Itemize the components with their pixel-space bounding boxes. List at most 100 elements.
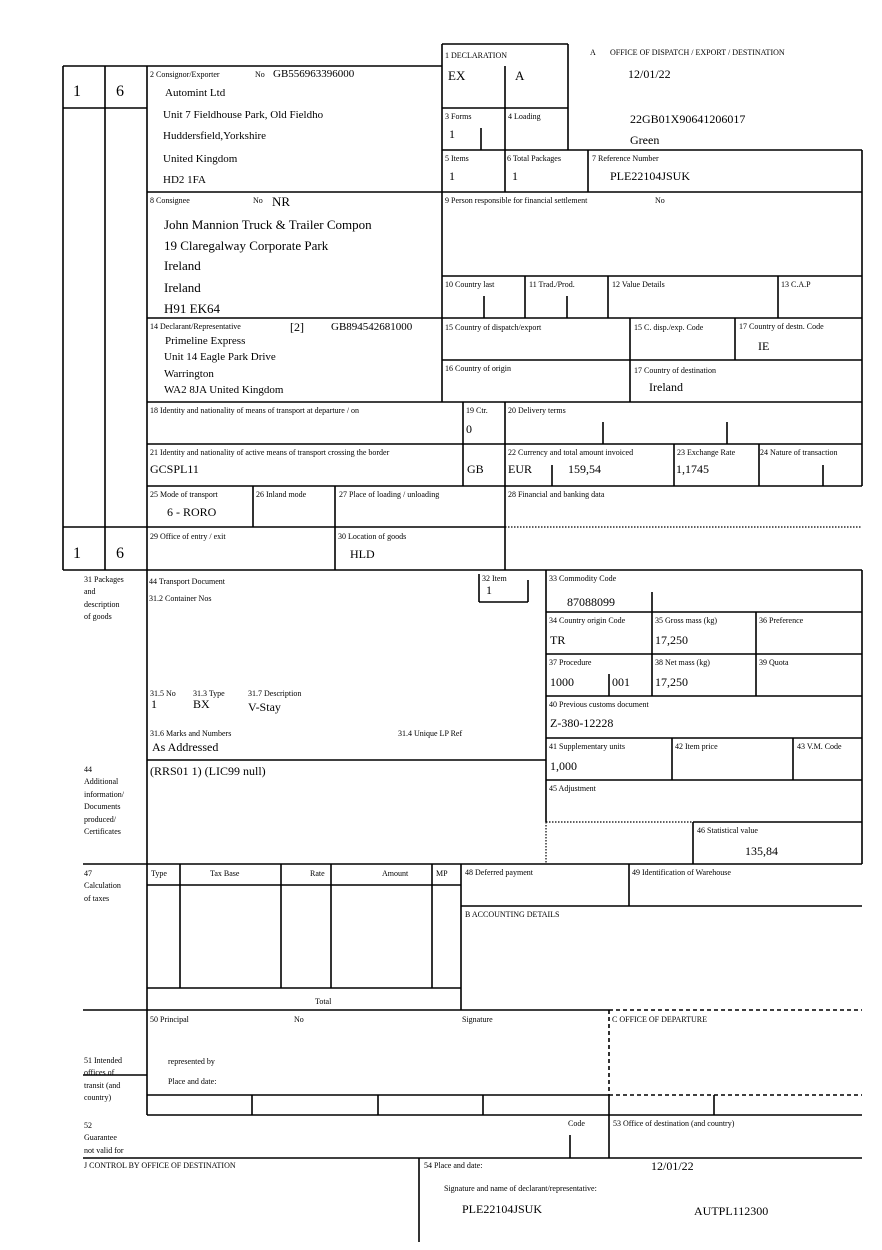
box31-label: 31 Packages and description of goods [84,575,124,622]
box5-label: 5 Items [445,154,469,163]
boxC-label: C OFFICE OF DEPARTURE [612,1015,708,1024]
exchange-rate: 1,1745 [676,462,709,476]
consignee-no-label: No [253,196,263,205]
transport-id: GCSPL11 [150,462,199,476]
declaration-subtype: A [515,68,525,83]
consignee-no: NR [272,194,291,209]
route: Green [630,133,660,147]
previous-document: Z-380-12228 [550,716,614,730]
place-date-label: Place and date: [168,1077,217,1086]
box49-label: 49 Identification of Warehouse [632,868,731,877]
sheet-number: 1 [73,83,81,100]
box41-label: 41 Supplementary units [549,742,625,751]
box53-label: 53 Office of destination (and country) [613,1119,735,1128]
signature-label: Signature and name of declarant/represen… [444,1184,597,1193]
box25-label: 25 Mode of transport [150,490,218,499]
currency: EUR [508,462,532,476]
box45-label: 45 Adjustment [549,784,596,793]
box48-label: 48 Deferred payment [465,868,533,877]
guarantee-code-label: Code [568,1119,585,1128]
representative-code: [2] [290,320,304,334]
consignee-line: Ireland [164,280,201,295]
tax-column-header: Type [151,869,167,878]
signature-code: AUTPL112300 [694,1204,769,1218]
origin-code: TR [550,633,566,647]
package-type-label: 31.3 Type [193,689,225,698]
consignee-line: John Mannion Truck & Trailer Compon [164,217,372,232]
box15-label: 15 Country of dispatch/export [445,323,542,332]
declarant-line: Primeline Express [165,335,246,347]
box40-label: 40 Previous customs document [549,700,649,709]
sheet-total: 6 [116,83,124,100]
box43-label: 43 V.M. Code [797,742,842,751]
box7-label: 7 Reference Number [592,154,659,163]
box33-label: 33 Commodity Code [549,574,617,583]
boxA-letter: A [590,48,596,57]
box52-label: 52 Guarantee not valid for [84,1121,124,1155]
sheet-number: 1 [73,545,81,562]
destination-code: IE [758,339,770,353]
gross-mass: 17,250 [655,633,688,647]
statistical-value: 135,84 [745,844,778,858]
goods-location: HLD [350,547,375,561]
box44-label: 44 Additional information/ Documents pro… [84,765,124,836]
tax-column-header: Amount [382,869,409,878]
signature-reference: PLE22104JSUK [462,1202,543,1216]
container-label: 31.2 Container Nos [149,594,212,603]
procedure-code: 1000 [550,675,574,689]
additional-info: (RRS01 1) (LIC99 null) [150,764,266,778]
box10-label: 10 Country last [445,280,495,289]
consignor-label: 2 Consignor/Exporter [150,70,220,79]
packages-value: 1 [512,169,518,183]
box28-label: 28 Financial and banking data [508,490,605,499]
transport-document-label: 44 Transport Document [149,577,225,586]
item-number: 1 [486,583,492,597]
box16-label: 16 Country of origin [445,364,511,373]
box4-label: 4 Loading [508,112,541,121]
box27-label: 27 Place of loading / unloading [339,490,440,499]
box17-label: 17 Country of destination [634,366,716,375]
principal-signature-label: Signature [462,1015,493,1024]
box15a-label: 15 C. disp./exp. Code [634,323,704,332]
box22-label: 22 Currency and total amount invoiced [508,448,634,457]
invoice-amount: 159,54 [568,462,601,476]
box11-label: 11 Trad./Prod. [529,280,575,289]
box17a-label: 17 Country of destn. Code [739,322,824,331]
forms-value: 1 [449,127,455,141]
represented-by-label: represented by [168,1057,215,1066]
box20-label: 20 Delivery terms [508,406,566,415]
box36-label: 36 Preference [759,616,804,625]
box30-label: 30 Location of goods [338,532,407,541]
description-label: 31.7 Description [248,689,302,698]
declarant-line: WA2 8JA United Kingdom [164,384,284,396]
goods-description: V-Stay [248,700,281,714]
unique-ref-label: 31.4 Unique LP Ref [398,729,463,738]
box32-label: 32 Item [482,574,507,583]
net-mass: 17,250 [655,675,688,689]
package-type: BX [193,697,210,711]
declarant-line: Unit 14 Eagle Park Drive [164,351,276,363]
declarant-no: GB894542681000 [331,321,413,333]
consignor-line: United Kingdom [163,153,238,165]
box6-label: 6 Total Packages [507,154,561,163]
box1-label: 1 DECLARATION [445,51,507,60]
consignor-line: Unit 7 Fieldhouse Park, Old Fieldho [163,109,324,121]
box12-label: 12 Value Details [612,280,665,289]
box50-label: 50 Principal [150,1015,189,1024]
box13-label: 13 C.A.P [781,280,811,289]
consignee-line: Ireland [164,258,201,273]
box54-label: 54 Place and date: [424,1161,483,1170]
dispatch-date: 12/01/22 [628,67,671,81]
boxA-title: OFFICE OF DISPATCH / EXPORT / DESTINATIO… [610,48,785,57]
supplementary-units: 1,000 [550,759,577,773]
marks-label: 31.6 Marks and Numbers [150,729,232,738]
box3-label: 3 Forms [445,112,472,121]
box24-label: 24 Nature of transaction [760,448,838,457]
box38-label: 38 Net mass (kg) [655,658,710,667]
box9-no-label: No [655,196,665,205]
container-flag: 0 [466,422,472,436]
sheet-total: 6 [116,545,124,562]
reference-number: PLE22104JSUK [610,169,691,183]
box37-label: 37 Procedure [549,658,592,667]
declaration-type: EX [448,68,466,83]
